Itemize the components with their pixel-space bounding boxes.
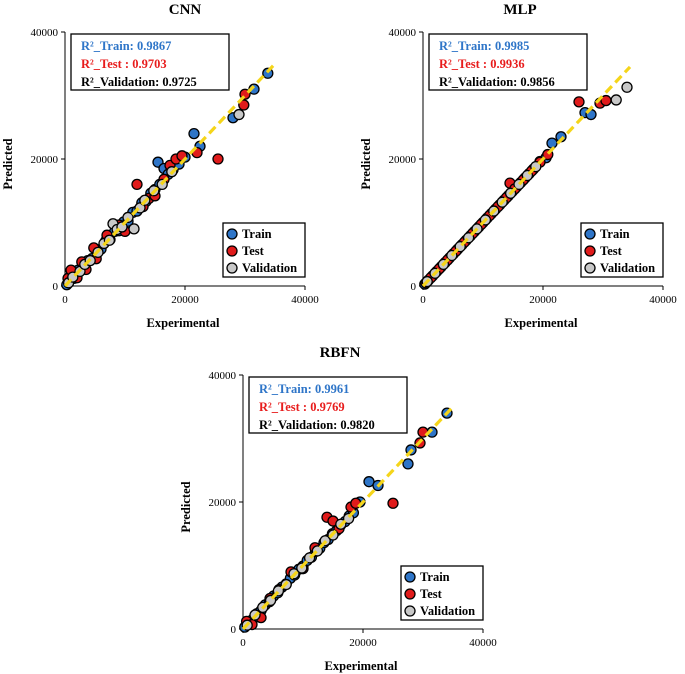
chart-title: RBFN xyxy=(320,345,361,361)
legend-marker-validation xyxy=(226,262,238,274)
x-tick-label: 20000 xyxy=(171,294,199,306)
data-point-test xyxy=(131,178,143,191)
data-point-validation xyxy=(233,108,245,121)
data-point-test xyxy=(238,99,250,111)
legend-label-train: Train xyxy=(242,227,272,241)
r2-validation-text: R²_Validation: 0.9820 xyxy=(259,418,375,432)
legend-marker-train xyxy=(404,571,416,583)
y-tick-label: 20000 xyxy=(209,497,237,509)
legend-label-train: Train xyxy=(600,227,630,241)
x-tick-label: 0 xyxy=(420,294,426,306)
x-tick-label: 40000 xyxy=(291,294,319,306)
x-axis-label: Experimental xyxy=(147,316,220,330)
x-tick-label: 20000 xyxy=(349,637,377,649)
x-tick-label: 40000 xyxy=(649,294,677,306)
y-axis-label: Predicted xyxy=(1,138,15,189)
legend-label-test: Test xyxy=(420,587,443,601)
legend-label-test: Test xyxy=(242,244,265,258)
x-tick-label: 40000 xyxy=(469,637,497,649)
data-point-test xyxy=(573,96,585,108)
r2-test-text: R²_Test : 0.9769 xyxy=(259,400,345,414)
legend-marker-test xyxy=(226,245,238,257)
legend-marker-train xyxy=(226,228,238,240)
y-tick-label: 0 xyxy=(231,624,237,636)
y-tick-label: 40000 xyxy=(209,370,237,382)
data-point-validation xyxy=(128,223,140,235)
y-tick-label: 0 xyxy=(53,281,59,293)
y-axis-label: Predicted xyxy=(359,138,373,189)
r2-train-text: R²_Train: 0.9867 xyxy=(81,39,171,53)
legend-label-validation: Validation xyxy=(420,604,475,618)
data-point-validation xyxy=(610,94,622,106)
r2-box xyxy=(428,33,588,91)
x-tick-label: 20000 xyxy=(529,294,557,306)
x-axis-label: Experimental xyxy=(325,659,398,673)
legend-label-validation: Validation xyxy=(242,261,297,275)
y-tick-label: 40000 xyxy=(31,27,59,39)
y-tick-label: 20000 xyxy=(31,154,59,166)
legend-marker-train xyxy=(584,228,596,240)
mlp-panel: MLP 0 20000 40000 0 20000 40000 Experimental Pre… xyxy=(359,2,677,330)
fit-line xyxy=(63,62,277,288)
r2-box xyxy=(70,33,230,91)
r2-test-text: R²_Test : 0.9703 xyxy=(81,57,167,71)
r2-validation-text: R²_Validation: 0.9856 xyxy=(439,75,555,89)
r2-train-text: R²_Train: 0.9985 xyxy=(439,39,529,53)
legend-label-validation: Validation xyxy=(600,261,655,275)
r2-test-text: R²_Test : 0.9936 xyxy=(439,57,525,71)
x-tick-label: 0 xyxy=(240,637,246,649)
data-point-train xyxy=(546,137,558,149)
rbfn-panel: RBFN 0 20000 40000 0 20000 40000 Experimental Pr… xyxy=(179,345,497,673)
legend-label-train: Train xyxy=(420,570,450,584)
cnn-panel: CNN 0 20000 40000 0 20000 40000 Experimental Pre… xyxy=(1,2,319,330)
data-point-train xyxy=(402,458,414,470)
legend-marker-validation xyxy=(404,605,416,617)
chart-title: MLP xyxy=(503,2,536,18)
r2-validation-text: R²_Validation: 0.9725 xyxy=(81,75,197,89)
x-axis-label: Experimental xyxy=(505,316,578,330)
legend-marker-test xyxy=(584,245,596,257)
fit-line xyxy=(241,405,455,631)
r2-box xyxy=(248,376,408,434)
y-tick-label: 20000 xyxy=(389,154,417,166)
legend-label-test: Test xyxy=(600,244,623,258)
legend-marker-validation xyxy=(584,262,596,274)
data-point-validation xyxy=(621,81,633,93)
x-tick-label: 0 xyxy=(62,294,68,306)
data-point-train xyxy=(188,127,200,140)
chart-title: CNN xyxy=(169,2,202,18)
data-point-test xyxy=(387,497,399,509)
legend-marker-test xyxy=(404,588,416,600)
r2-train-text: R²_Train: 0.9961 xyxy=(259,382,349,396)
y-tick-label: 0 xyxy=(411,281,417,293)
y-axis-label: Predicted xyxy=(179,481,193,532)
fit-line xyxy=(421,65,632,288)
data-point-test xyxy=(212,153,224,165)
y-tick-label: 40000 xyxy=(389,27,417,39)
